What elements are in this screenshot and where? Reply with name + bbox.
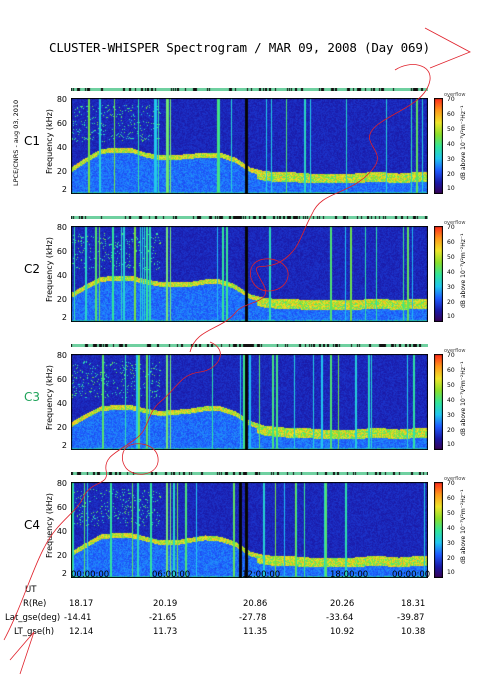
y-tick-c1-20: 20 <box>56 167 67 176</box>
footer-lt-1: 11.73 <box>153 627 178 637</box>
cb-tick-c2-50: 50 <box>447 254 455 261</box>
cb-tick-c4-70: 70 <box>447 480 455 487</box>
colorbar-c4 <box>434 482 443 578</box>
cb-tick-c4-20: 20 <box>447 555 455 562</box>
cb-tick-c4-30: 30 <box>447 540 455 547</box>
cb-tick-c2-20: 20 <box>447 299 455 306</box>
cb-tick-c1-10: 10 <box>447 185 455 192</box>
footer-lt-2: 11.35 <box>243 627 268 637</box>
footer-lat-4: -39.87 <box>397 613 425 623</box>
cb-tick-c2-30: 30 <box>447 284 455 291</box>
cb-tick-c3-30: 30 <box>447 412 455 419</box>
panel-label-c1: C1 <box>24 134 41 148</box>
y-tick-c4-2: 2 <box>61 569 67 578</box>
cb-tick-c3-70: 70 <box>447 352 455 359</box>
y-tick-c2-40: 40 <box>56 271 67 280</box>
y-tick-c3-60: 60 <box>56 375 67 384</box>
cb-tick-c3-20: 20 <box>447 427 455 434</box>
status-bar-c3 <box>71 344 428 347</box>
y-tick-c2-2: 2 <box>61 313 67 322</box>
cb-tick-c1-70: 70 <box>447 96 455 103</box>
y-tick-c4-20: 20 <box>56 551 67 560</box>
colorbar-title-c2: dB above 10⁻⁷V²m⁻²Hz⁻¹ <box>460 233 467 308</box>
colorbar-title-c1: dB above 10⁻⁷V²m⁻²Hz⁻¹ <box>460 105 467 180</box>
cb-tick-c2-10: 10 <box>447 313 455 320</box>
side-note: LPCE/CNRS - aug 03, 2010 <box>12 99 20 186</box>
cb-tick-c2-40: 40 <box>447 269 455 276</box>
y-tick-c4-80: 80 <box>56 479 67 488</box>
status-bar-c4 <box>71 472 428 475</box>
y-tick-c1-80: 80 <box>56 95 67 104</box>
cb-tick-c1-60: 60 <box>447 111 455 118</box>
y-tick-c3-40: 40 <box>56 399 67 408</box>
colorbar-c1 <box>434 98 443 194</box>
footer-lat-1: -21.65 <box>149 613 177 623</box>
cb-tick-c3-40: 40 <box>447 397 455 404</box>
footer-r-1: 20.19 <box>153 599 178 609</box>
footer-lat-0: -14.41 <box>64 613 92 623</box>
y-tick-c1-40: 40 <box>56 143 67 152</box>
spectrogram-c1 <box>71 98 428 194</box>
status-bar-c1 <box>71 88 428 91</box>
footer-ut-0: 00:00:00 <box>71 570 110 580</box>
y-tick-c4-60: 60 <box>56 503 67 512</box>
spectrogram-c2 <box>71 226 428 322</box>
footer-label-r: R(Re) <box>23 599 47 609</box>
cb-tick-c1-40: 40 <box>447 141 455 148</box>
footer-label-lt: LT_gse(h) <box>14 627 55 637</box>
y-tick-c2-60: 60 <box>56 247 67 256</box>
cb-tick-c1-50: 50 <box>447 126 455 133</box>
cb-tick-c3-10: 10 <box>447 441 455 448</box>
y-tick-c3-2: 2 <box>61 441 67 450</box>
colorbar-title-c3: dB above 10⁻⁷V²m⁻²Hz⁻¹ <box>460 361 467 436</box>
footer-r-0: 18.17 <box>69 599 94 609</box>
cb-tick-c2-60: 60 <box>447 239 455 246</box>
y-tick-c3-20: 20 <box>56 423 67 432</box>
panel-label-c2: C2 <box>24 262 41 276</box>
spectrogram-c3 <box>71 354 428 450</box>
footer-ut-1: 06:00:00 <box>152 570 191 580</box>
cb-tick-c3-50: 50 <box>447 382 455 389</box>
status-bar-c2 <box>71 216 428 219</box>
y-tick-c1-2: 2 <box>61 185 67 194</box>
panel-label-c3: C3 <box>24 390 41 404</box>
footer-lat-2: -27.78 <box>239 613 267 623</box>
annotation-tail <box>9 631 35 675</box>
panel-label-c4: C4 <box>24 518 41 532</box>
footer-ut-4: 00:00:00 <box>392 570 431 580</box>
cb-tick-c3-60: 60 <box>447 367 455 374</box>
footer-lat-3: -33.64 <box>326 613 354 623</box>
cb-tick-c4-40: 40 <box>447 525 455 532</box>
footer-lt-3: 10.92 <box>330 627 355 637</box>
footer-lt-0: 12.14 <box>69 627 94 637</box>
footer-r-3: 20.26 <box>330 599 355 609</box>
cb-tick-c1-20: 20 <box>447 171 455 178</box>
colorbar-top-label-c4: overflow <box>444 476 466 482</box>
y-tick-c2-20: 20 <box>56 295 67 304</box>
footer-ut-2: 12:00:00 <box>242 570 281 580</box>
cb-tick-c4-10: 10 <box>447 569 455 576</box>
y-tick-c3-80: 80 <box>56 351 67 360</box>
colorbar-c2 <box>434 226 443 322</box>
page-title: CLUSTER-WHISPER Spectrogram / MAR 09, 20… <box>49 40 430 55</box>
cb-tick-c4-50: 50 <box>447 510 455 517</box>
footer-label-ut: UT <box>25 585 37 595</box>
y-tick-c4-40: 40 <box>56 527 67 536</box>
footer-ut-3: 18:00:00 <box>330 570 369 580</box>
y-tick-c2-80: 80 <box>56 223 67 232</box>
cb-tick-c4-60: 60 <box>447 495 455 502</box>
y-tick-c1-60: 60 <box>56 119 67 128</box>
spectrogram-c4 <box>71 482 428 578</box>
colorbar-c3 <box>434 354 443 450</box>
footer-lt-4: 10.38 <box>401 627 426 637</box>
cb-tick-c2-70: 70 <box>447 224 455 231</box>
colorbar-title-c4: dB above 10⁻⁷V²m⁻²Hz⁻¹ <box>460 489 467 564</box>
cb-tick-c1-30: 30 <box>447 156 455 163</box>
footer-r-2: 20.86 <box>243 599 268 609</box>
footer-r-4: 18.31 <box>401 599 426 609</box>
footer-label-lat: Lat_gse(deg) <box>5 613 61 623</box>
